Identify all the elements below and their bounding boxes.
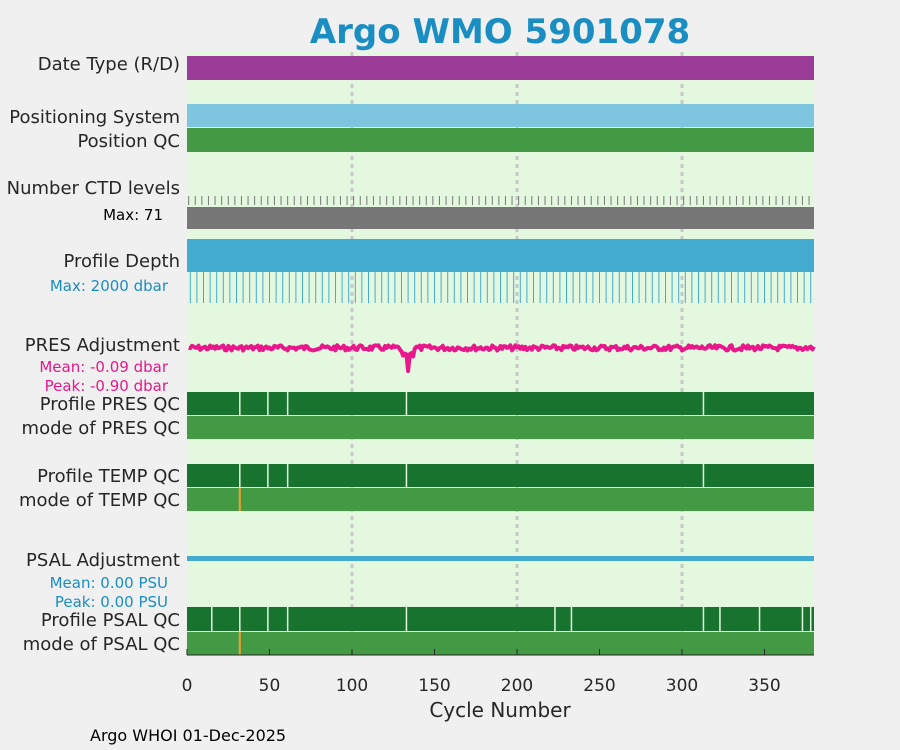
pres-adjustment-line xyxy=(188,343,816,373)
x-tick-label-0: 0 xyxy=(182,676,193,696)
profile-depth-bar xyxy=(187,239,814,272)
ctd-levels-max: Max: 71 xyxy=(103,206,163,224)
psal-adjustment-peak: Peak: 0.00 PSU xyxy=(55,593,168,611)
profile-pres-qc-breaks xyxy=(239,392,705,415)
ctd-level-ticks xyxy=(188,196,810,205)
x-tick-label-300: 300 xyxy=(666,676,698,696)
positioning-system-bar xyxy=(187,104,814,127)
profile-psal-qc-bar xyxy=(187,607,814,631)
x-tick-label-100: 100 xyxy=(336,676,368,696)
x-tick-label-50: 50 xyxy=(259,676,281,696)
mode-psal-qc-label: mode of PSAL QC xyxy=(23,634,180,655)
x-tick-label-200: 200 xyxy=(501,676,533,696)
pres-adjustment-peak: Peak: -0.90 dbar xyxy=(45,377,169,395)
psal-adjustment-mean: Mean: 0.00 PSU xyxy=(50,574,168,592)
ctd-levels-label: Number CTD levels xyxy=(7,178,180,199)
position-qc-label: Position QC xyxy=(77,131,180,152)
profile-psal-qc-label: Profile PSAL QC xyxy=(41,610,180,631)
x-tick-label-250: 250 xyxy=(583,676,615,696)
profile-pres-qc-label: Profile PRES QC xyxy=(40,394,180,415)
ctd-levels-bar xyxy=(187,207,814,229)
x-tick-label-350: 350 xyxy=(748,676,780,696)
mode-temp-qc-bar xyxy=(187,488,814,511)
date-type-label: Date Type (R/D) xyxy=(38,54,180,75)
profile-pres-qc-bar xyxy=(187,392,814,415)
psal-adjustment-line xyxy=(187,556,814,561)
mode-pres-qc-bar xyxy=(187,416,814,439)
positioning-system-label: Positioning System xyxy=(9,107,180,128)
profile-temp-qc-label: Profile TEMP QC xyxy=(37,466,180,487)
profile-psal-qc-breaks xyxy=(211,607,812,631)
pres-adjustment-mean: Mean: -0.09 dbar xyxy=(39,358,169,376)
position-qc-bar xyxy=(187,128,814,152)
x-axis-ticks: 0 50 100 150 200 250 300 350 xyxy=(182,649,781,696)
x-axis-label: Cycle Number xyxy=(429,698,571,722)
profile-temp-qc-bar xyxy=(187,464,814,487)
chart-title: Argo WMO 5901078 xyxy=(310,12,690,52)
mode-temp-qc-label: mode of TEMP QC xyxy=(19,490,180,511)
profile-depth-label: Profile Depth xyxy=(63,251,180,272)
profile-depth-max: Max: 2000 dbar xyxy=(50,277,169,295)
mode-pres-qc-label: mode of PRES QC xyxy=(22,418,180,439)
mode-psal-qc-bar xyxy=(187,632,814,655)
profile-temp-qc-breaks xyxy=(239,464,705,487)
date-type-bar xyxy=(187,56,814,80)
profile-depth-ticks xyxy=(189,268,812,303)
psal-adjustment-label: PSAL Adjustment xyxy=(26,550,180,571)
pres-adjustment-label: PRES Adjustment xyxy=(25,335,180,356)
plot-area xyxy=(187,52,814,655)
footer-credit: Argo WHOI 01-Dec-2025 xyxy=(90,726,286,745)
x-tick-label-150: 150 xyxy=(418,676,450,696)
